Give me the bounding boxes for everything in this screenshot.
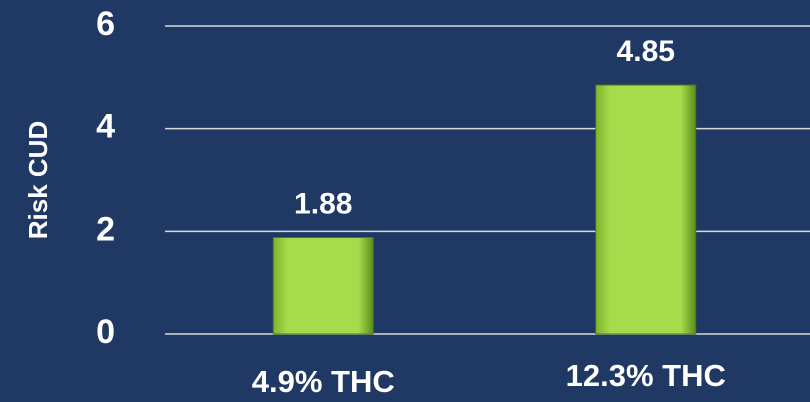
y-tick-label: 0: [96, 313, 115, 351]
x-tick-label: 12.3% THC: [566, 358, 726, 393]
y-tick-label: 6: [96, 5, 115, 43]
x-tick-label: 4.9% THC: [252, 364, 395, 399]
bar: [272, 236, 374, 335]
data-label: 1.88: [294, 187, 352, 220]
data-label: 4.85: [617, 35, 675, 68]
y-tick-label: 4: [96, 108, 115, 146]
y-axis-label: Risk CUD: [23, 121, 53, 239]
bar: [595, 84, 697, 335]
y-tick-label: 2: [96, 210, 115, 248]
